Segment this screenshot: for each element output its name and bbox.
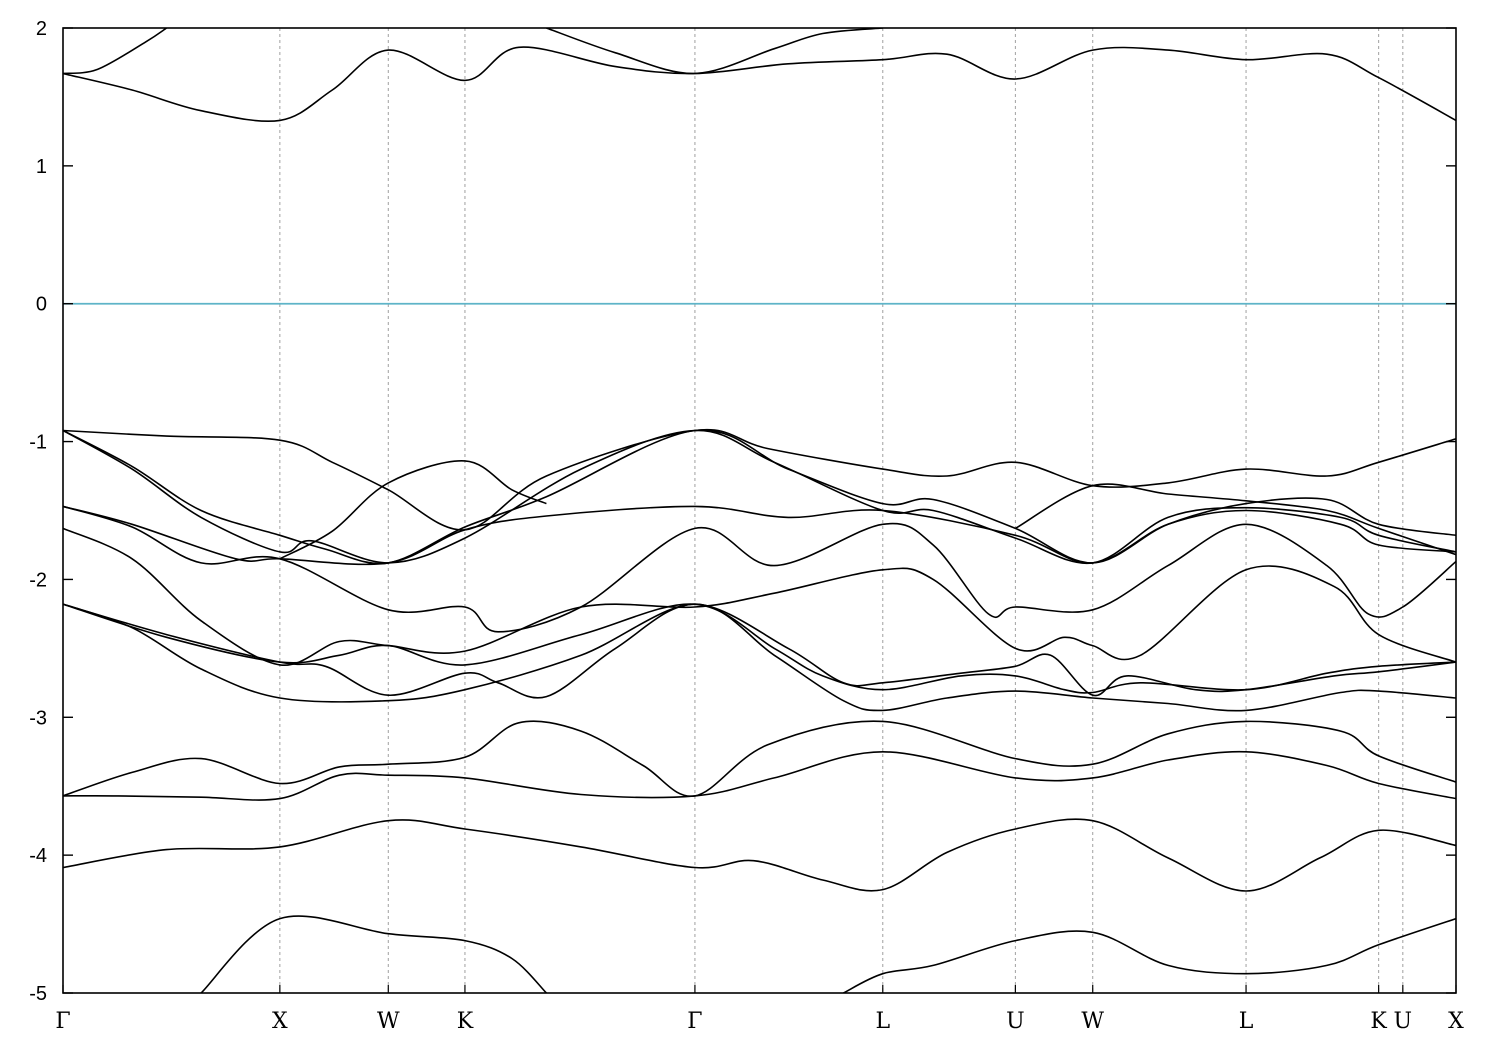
kpoint-label: X	[272, 1009, 288, 1034]
kpoint-label: U	[1006, 1009, 1025, 1034]
band-line-4	[200, 915, 547, 993]
band-line-8	[63, 603, 1456, 694]
y-tick-label: 0	[36, 294, 47, 316]
band-line-2	[63, 720, 1456, 797]
y-tick-label: -1	[29, 432, 47, 454]
y-tick-label: -2	[29, 569, 47, 591]
kpoint-label: X	[1448, 1009, 1464, 1034]
band-line-11	[63, 505, 1456, 566]
band-line-6	[63, 603, 1456, 712]
kpoint-label: Γ	[687, 1009, 702, 1034]
kpoint-label: U	[1394, 1009, 1413, 1034]
band-line-16	[1015, 483, 1456, 556]
kpoint-gridlines	[279, 28, 1404, 993]
kpoint-label: W	[377, 1009, 400, 1034]
kpoint-label: W	[1081, 1009, 1104, 1034]
kpoint-label: Γ	[55, 1009, 70, 1034]
kpoint-label: K	[457, 1009, 474, 1034]
y-tick-label: -4	[29, 845, 47, 867]
band-line-12	[63, 429, 1456, 565]
band-line-7	[63, 603, 1456, 699]
plot-frame	[62, 27, 1457, 994]
band-line-17	[63, 46, 1456, 122]
band-lines	[63, 28, 1456, 993]
kpoint-label: K	[1370, 1009, 1387, 1034]
y-tick-label: -3	[29, 707, 47, 729]
y-ticks: -5 -4 -3 -2 -1 0 1 2	[29, 18, 1456, 1005]
band-line-18	[63, 28, 168, 75]
kpoint-label: L	[875, 1009, 890, 1034]
band-line-9	[63, 527, 1456, 666]
y-tick-label: 2	[36, 18, 47, 40]
y-tick-label: -5	[29, 983, 47, 1005]
band-line-1	[63, 750, 1456, 801]
kpoint-label: L	[1239, 1009, 1254, 1034]
band-line-13	[63, 429, 1456, 565]
band-line-15	[279, 460, 547, 560]
y-tick-label: 1	[36, 156, 47, 178]
band-line-10	[63, 505, 1456, 633]
band-line-14	[63, 428, 1456, 531]
band-line-19	[546, 28, 883, 75]
band-line-3	[63, 818, 1456, 892]
band-line-5	[843, 917, 1456, 993]
